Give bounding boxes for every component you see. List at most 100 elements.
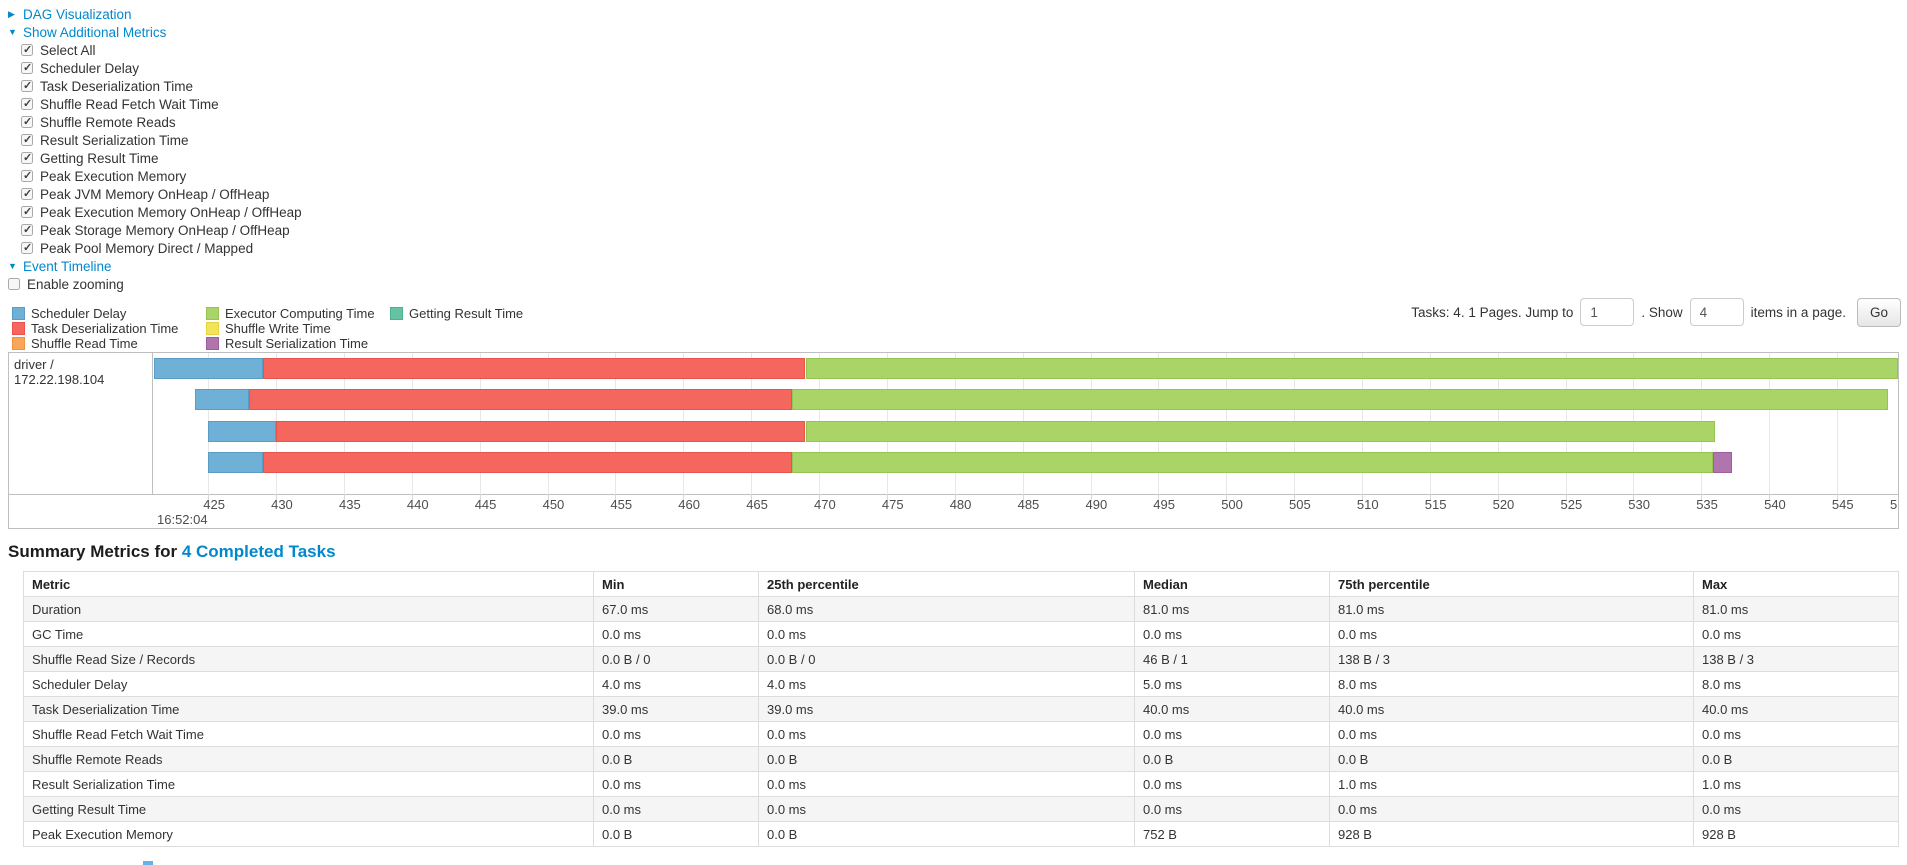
- metric-value-cell: 0.0 ms: [1134, 771, 1330, 797]
- metric-value-cell: 81.0 ms: [1693, 596, 1899, 622]
- legend-swatch: [206, 337, 219, 350]
- axis-tick-mark: [1497, 494, 1499, 501]
- metric-checkbox-label: Result Serialization Time: [40, 132, 189, 148]
- metric-checkbox-label: Task Deserialization Time: [40, 78, 194, 94]
- axis-tick-mark: [276, 494, 278, 501]
- metric-value-cell: 8.0 ms: [1329, 671, 1694, 697]
- summary-table-row: Shuffle Read Fetch Wait Time 0.0 ms 0.0 ms…: [23, 721, 1899, 747]
- task-bar-segment[interactable]: [262, 452, 792, 473]
- legend-swatch: [12, 337, 25, 350]
- metric-checkbox-row: Peak Storage Memory OnHeap / OffHeap: [8, 221, 302, 239]
- metric-checkbox-checked[interactable]: [21, 169, 33, 182]
- task-bar-segment[interactable]: [194, 389, 249, 410]
- metric-value-cell: 39.0 ms: [593, 696, 759, 722]
- task-bar-segment[interactable]: [249, 389, 792, 410]
- metric-checkbox-checked[interactable]: [21, 79, 33, 92]
- metric-checkbox-checked[interactable]: [21, 43, 33, 56]
- metric-value-cell: 0.0 ms: [1329, 721, 1694, 747]
- task-bar-segment[interactable]: [791, 452, 1714, 473]
- metric-checkbox-row: Shuffle Read Fetch Wait Time: [8, 95, 302, 113]
- metric-checkbox-checked[interactable]: [21, 97, 33, 110]
- event-timeline-toggle[interactable]: ▼ Event Timeline: [8, 259, 112, 274]
- task-bar-segment[interactable]: [1713, 452, 1733, 473]
- task-bar-segment[interactable]: [805, 421, 1715, 442]
- summary-metrics-table: Metric Min 25th percentile Median 75th perce…: [23, 571, 1899, 847]
- axis-tick-label: 480: [949, 497, 972, 512]
- metric-value-cell: 46 B / 1: [1134, 646, 1330, 672]
- axis-tick-label: 545: [1831, 497, 1854, 512]
- metric-name-cell: Scheduler Delay: [23, 671, 594, 697]
- go-button[interactable]: Go: [1856, 297, 1901, 327]
- summary-table-row: Shuffle Read Size / Records 0.0 B / 0 0.0 …: [23, 646, 1899, 672]
- metric-checkbox-row: Task Deserialization Time: [8, 77, 302, 95]
- legend-label: Getting Result Time: [409, 306, 524, 321]
- items-in-page-label: items in a page.: [1750, 304, 1846, 320]
- metric-checkbox-checked[interactable]: [21, 187, 33, 200]
- show-additional-metrics-label: Show Additional Metrics: [23, 24, 167, 40]
- metric-checkbox-row: Scheduler Delay: [8, 59, 302, 77]
- show-label: . Show: [1641, 304, 1683, 320]
- legend-swatch: [206, 322, 219, 335]
- enable-zooming-label: Enable zooming: [27, 276, 124, 292]
- tasks-count-label: Tasks: 4. 1 Pages. Jump to: [1411, 304, 1574, 320]
- summary-table-row: Peak Execution Memory 0.0 B 0.0 B 752 B 928 …: [23, 821, 1899, 847]
- metric-value-cell: 138 B / 3: [1329, 646, 1694, 672]
- legend-label: Result Serialization Time: [225, 336, 369, 351]
- legend-swatch: [390, 307, 403, 320]
- metric-checkbox-checked[interactable]: [21, 205, 33, 218]
- axis-tick-mark: [208, 494, 210, 501]
- legend-label: Task Deserialization Time: [31, 321, 179, 336]
- axis-tick-label: 495: [1153, 497, 1175, 512]
- metric-checkbox-checked[interactable]: [21, 133, 33, 146]
- metric-value-cell: 752 B: [1134, 821, 1330, 847]
- task-bar-segment[interactable]: [208, 421, 277, 442]
- metric-checkbox-checked[interactable]: [21, 241, 33, 254]
- metric-value-cell: 0.0 ms: [593, 621, 759, 647]
- axis-tick-mark: [886, 494, 888, 501]
- jump-to-page-input[interactable]: [1580, 298, 1635, 326]
- axis-tick-mark: [615, 494, 617, 501]
- task-bar-segment[interactable]: [276, 421, 806, 442]
- metric-checkbox-checked[interactable]: [21, 151, 33, 164]
- enable-zooming-checkbox[interactable]: [8, 278, 20, 290]
- metrics-checkbox-list: Select All Scheduler Delay Task Deserializ…: [8, 41, 302, 257]
- items-per-page-input[interactable]: [1689, 298, 1744, 326]
- axis-tick-label: 455: [610, 497, 633, 512]
- axis-tick-mark: [1836, 494, 1838, 501]
- metric-checkbox-label: Peak JVM Memory OnHeap / OffHeap: [40, 186, 270, 202]
- metric-value-cell: 0.0 ms: [1329, 796, 1694, 822]
- show-additional-metrics-toggle[interactable]: ▼ Show Additional Metrics: [8, 25, 166, 40]
- axis-tick-mark: [683, 494, 685, 501]
- metric-value-cell: 0.0 B: [758, 746, 1135, 772]
- stage-controls: ▶ DAG Visualization ▼ Show Additional Me…: [8, 5, 302, 293]
- metric-value-cell: 928 B: [1693, 821, 1899, 847]
- metric-value-cell: 0.0 ms: [1329, 621, 1694, 647]
- metric-checkbox-label: Peak Execution Memory: [40, 168, 187, 184]
- metric-checkbox-label: Shuffle Remote Reads: [40, 114, 176, 130]
- summary-table-row: Scheduler Delay 4.0 ms 4.0 ms 5.0 ms 8.0 ms 8…: [23, 671, 1899, 697]
- metric-value-cell: 8.0 ms: [1693, 671, 1899, 697]
- metric-checkbox-checked[interactable]: [21, 223, 33, 236]
- metric-checkbox-checked[interactable]: [21, 61, 33, 74]
- completed-tasks-link[interactable]: 4 Completed Tasks: [181, 542, 336, 561]
- axis-tick-label: 465: [746, 497, 768, 512]
- task-bar-segment[interactable]: [262, 358, 806, 379]
- metric-value-cell: 4.0 ms: [593, 671, 759, 697]
- axis-tick-mark: [1769, 494, 1771, 501]
- metric-checkbox-checked[interactable]: [21, 115, 33, 128]
- metric-value-cell: 0.0 B / 0: [758, 646, 1135, 672]
- summary-column-header: Max: [1693, 571, 1899, 597]
- metric-value-cell: 0.0 ms: [758, 796, 1135, 822]
- task-bar-segment[interactable]: [208, 452, 263, 473]
- timeline-group-label: driver / 172.22.198.104: [9, 353, 153, 494]
- task-bar-segment[interactable]: [805, 358, 1898, 379]
- metric-value-cell: 0.0 B: [1134, 746, 1330, 772]
- dag-visualization-toggle[interactable]: ▶ DAG Visualization: [8, 7, 132, 22]
- task-bar-segment[interactable]: [154, 358, 263, 379]
- legend-item: Shuffle Write Time: [206, 321, 375, 336]
- metric-value-cell: 81.0 ms: [1134, 596, 1330, 622]
- summary-table-row: GC Time 0.0 ms 0.0 ms 0.0 ms 0.0 ms 0.0 ms: [23, 621, 1899, 647]
- metric-value-cell: 0.0 ms: [758, 771, 1135, 797]
- task-bar-segment[interactable]: [791, 389, 1889, 410]
- summary-column-header: 75th percentile: [1329, 571, 1694, 597]
